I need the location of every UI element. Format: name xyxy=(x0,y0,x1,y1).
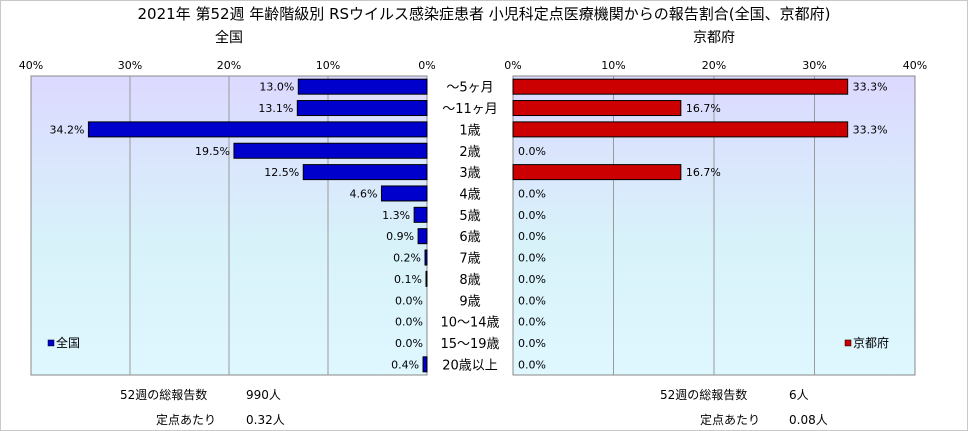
kyoto-value-label: 0.0% xyxy=(518,316,546,329)
kyoto-value-label: 0.0% xyxy=(518,230,546,243)
kyoto-per-site-value: 0.08人 xyxy=(789,413,828,427)
kyoto-value-label: 16.7% xyxy=(686,102,721,115)
national-value-label: 1.3% xyxy=(382,209,410,222)
national-value-label: 13.0% xyxy=(259,81,294,94)
national-value-label: 0.2% xyxy=(393,252,421,265)
category-label: ～5ヶ月 xyxy=(446,81,493,96)
category-label: 9歳 xyxy=(459,294,480,309)
kyoto-value-label: 0.0% xyxy=(518,145,546,158)
kyoto-tick-label: 10% xyxy=(601,59,625,72)
national-bar xyxy=(424,249,428,266)
national-tick-label: 20% xyxy=(217,59,241,72)
kyoto-value-label: 0.0% xyxy=(518,337,546,350)
category-label: 3歳 xyxy=(459,166,480,181)
national-total-label: 52週の総報告数 xyxy=(120,388,208,402)
national-bar xyxy=(413,206,428,223)
national-panel-title: 全国 xyxy=(215,29,243,46)
kyoto-value-label: 0.0% xyxy=(518,252,546,265)
national-tick-label: 30% xyxy=(118,59,142,72)
national-value-label: 0.9% xyxy=(386,230,414,243)
kyoto-total-value: 6人 xyxy=(789,388,809,402)
kyoto-tick-label: 40% xyxy=(903,59,927,72)
national-value-label: 0.0% xyxy=(395,337,423,350)
national-bar xyxy=(417,228,428,245)
kyoto-legend-label: 京都府 xyxy=(853,335,889,350)
national-value-label: 0.1% xyxy=(394,273,422,286)
category-label: 6歳 xyxy=(459,230,480,245)
kyoto-tick-label: 20% xyxy=(702,59,726,72)
category-label: 8歳 xyxy=(459,273,480,288)
national-value-label: 19.5% xyxy=(195,145,230,158)
category-label: 5歳 xyxy=(459,209,480,224)
national-value-label: 0.0% xyxy=(395,316,423,329)
national-per-site-value: 0.32人 xyxy=(246,413,285,427)
national-per-site-label: 定点あたり xyxy=(156,413,217,427)
national-value-label: 0.0% xyxy=(395,294,423,307)
national-bar xyxy=(297,78,428,95)
national-bar xyxy=(296,100,428,117)
category-label: 2歳 xyxy=(459,145,480,160)
national-tick-label: 10% xyxy=(316,59,340,72)
national-value-label: 4.6% xyxy=(350,187,378,200)
kyoto-value-label: 0.0% xyxy=(518,273,546,286)
kyoto-value-label: 33.3% xyxy=(853,81,888,94)
national-value-label: 12.5% xyxy=(264,166,299,179)
kyoto-value-label: 0.0% xyxy=(518,187,546,200)
national-tick-label: 0% xyxy=(418,59,435,72)
kyoto-value-label: 0.0% xyxy=(518,294,546,307)
category-label: 15～19歳 xyxy=(440,337,499,352)
kyoto-bar xyxy=(512,78,849,95)
national-value-label: 0.4% xyxy=(391,358,419,371)
national-tick-label: 40% xyxy=(19,59,43,72)
national-bar xyxy=(233,142,428,159)
national-legend-label: 全国 xyxy=(56,335,80,350)
kyoto-panel-title: 京都府 xyxy=(693,30,735,46)
category-label: 4歳 xyxy=(459,187,480,202)
national-bar xyxy=(87,121,428,138)
kyoto-bar xyxy=(512,100,682,117)
category-label: 7歳 xyxy=(459,252,480,267)
category-label: 1歳 xyxy=(459,123,480,138)
kyoto-value-label: 0.0% xyxy=(518,358,546,371)
national-bar xyxy=(422,356,428,373)
kyoto-tick-label: 0% xyxy=(504,59,521,72)
kyoto-value-label: 16.7% xyxy=(686,166,721,179)
national-total-value: 990人 xyxy=(246,388,281,402)
kyoto-total-label: 52週の総報告数 xyxy=(660,388,748,402)
kyoto-bar xyxy=(512,164,682,181)
national-value-label: 13.1% xyxy=(258,102,293,115)
category-label: 20歳以上 xyxy=(442,358,498,373)
kyoto-tick-label: 30% xyxy=(802,59,826,72)
kyoto-per-site-label: 定点あたり xyxy=(700,413,761,427)
category-label: ～11ヶ月 xyxy=(442,102,498,117)
national-legend-swatch xyxy=(47,339,55,347)
kyoto-legend-swatch xyxy=(844,339,852,347)
chart-title: 2021年 第52週 年齢階級別 RSウイルス感染症患者 小児科定点医療機関から… xyxy=(138,5,831,23)
national-bar xyxy=(380,185,428,202)
national-bar xyxy=(425,270,428,287)
kyoto-bar xyxy=(512,121,849,138)
national-value-label: 34.2% xyxy=(49,123,84,136)
national-bar xyxy=(302,164,428,181)
kyoto-value-label: 0.0% xyxy=(518,209,546,222)
category-label: 10～14歳 xyxy=(440,316,499,331)
kyoto-value-label: 33.3% xyxy=(853,123,888,136)
